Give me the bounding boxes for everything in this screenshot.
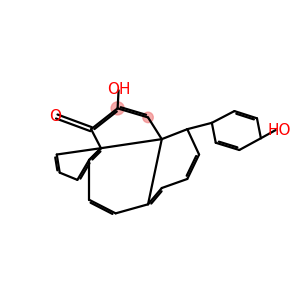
Circle shape: [143, 112, 153, 123]
Circle shape: [111, 102, 124, 115]
Text: HO: HO: [268, 123, 291, 138]
Text: OH: OH: [107, 82, 130, 97]
Text: O: O: [49, 109, 61, 124]
